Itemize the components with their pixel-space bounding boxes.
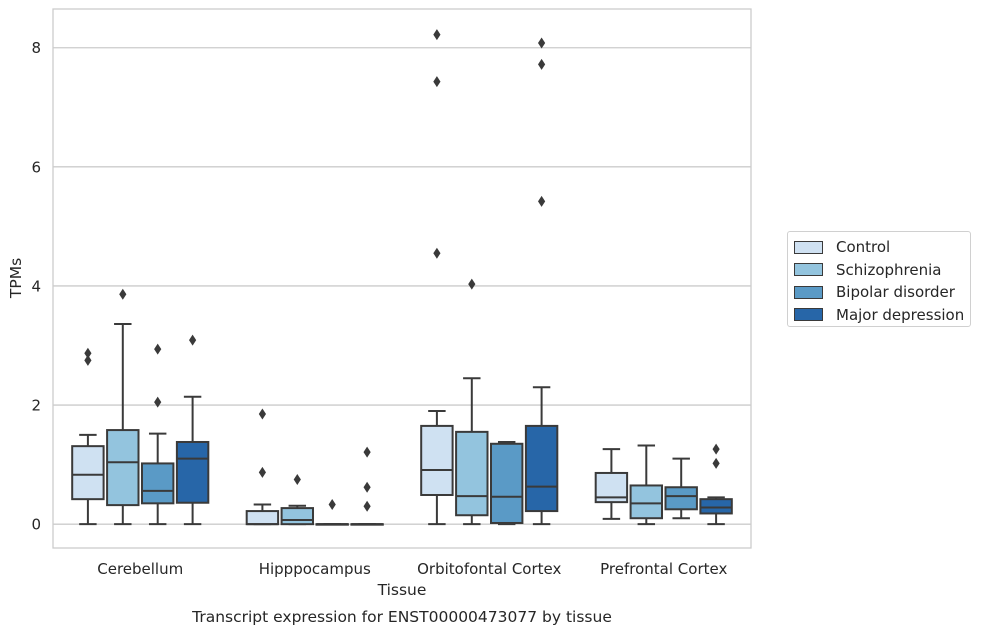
outlier-point [154,343,162,355]
legend-swatch-schizophrenia [794,263,823,277]
outlier-point [84,347,92,359]
box-3-0 [594,448,629,520]
box-body [455,430,489,517]
y-tick-label: 8 [31,39,41,57]
outlier-point [363,500,371,512]
box-body [280,507,315,526]
y-tick-label: 4 [31,277,41,295]
outlier-point [712,443,720,455]
box-0-3 [175,334,210,526]
box-body [106,429,140,507]
y-tick-label: 0 [31,516,41,534]
y-tick-labels: 0 2 4 6 8 [31,39,41,533]
legend-item-control: Control [794,236,970,259]
box-2-3 [524,37,559,526]
box-2-1 [455,278,489,526]
legend-swatch-major-depression [794,308,823,322]
outlier-point [433,76,441,88]
x-tick-label: Cerebellum [97,560,183,578]
box-0-0 [71,347,105,526]
x-tick-label: Prefrontal Cortex [600,560,727,578]
legend-item-major-depression: Major depression [794,304,970,327]
outlier-point [433,29,441,41]
outlier-point [258,466,266,478]
outlier-point [363,481,371,493]
y-axis-label: TPMs [7,258,25,299]
x-axis-label: Tissue [377,581,427,599]
box-body [420,424,454,496]
box-body [664,486,698,511]
outlier-point [538,58,546,70]
box-1-1 [280,474,315,526]
legend-swatch-bipolar-disorder [794,285,823,299]
outlier-point [538,195,546,207]
outlier-point [363,446,371,458]
x-tick-labels: Cerebellum Hipppocampus Orbitofontal Corte… [97,560,727,578]
outlier-point [154,396,162,408]
outlier-point [538,37,546,49]
box-0-1 [106,288,140,526]
y-tick-label: 2 [31,397,41,415]
legend-label-schizophrenia: Schizophrenia [836,260,942,279]
box-body [140,462,175,505]
box-0-2 [140,343,175,526]
legend-label-control: Control [836,238,891,257]
outlier-point [293,474,301,486]
legend-item-schizophrenia: Schizophrenia [794,259,970,282]
legend: Control Schizophrenia Bipolar disorder M… [787,231,971,327]
legend-label-bipolar-disorder: Bipolar disorder [836,283,955,302]
outlier-point [433,247,441,259]
chart-title: Transcript expression for ENST0000047307… [191,608,612,626]
legend-swatch-control [794,240,823,254]
legend-label-major-depression: Major depression [836,305,965,324]
x-tick-label: Orbitofontal Cortex [417,560,561,578]
box-body [629,484,664,520]
box-2-2 [489,440,524,526]
box-2-0 [420,29,454,526]
box-body [489,442,524,524]
box-1-2 [315,499,349,526]
box-3-3 [699,443,733,526]
box-3-1 [629,444,664,526]
outlier-point [119,288,127,300]
box-3-2 [664,457,698,520]
y-tick-label: 6 [31,158,41,176]
box-1-0 [245,408,280,526]
box-body [175,440,210,504]
x-tick-label: Hipppocampus [259,560,371,578]
outlier-point [712,457,720,469]
box-body [71,445,105,501]
box-body [524,424,559,513]
outlier-point [468,278,476,290]
plot-area [52,8,752,549]
outlier-point [84,354,92,366]
gridlines [53,47,751,525]
box-body [699,498,733,515]
box-body [245,510,280,526]
outlier-point [189,334,197,346]
box-groups [71,29,733,526]
outlier-point [258,408,266,420]
box-1-3 [350,446,384,526]
legend-item-bipolar-disorder: Bipolar disorder [794,281,970,304]
outlier-point [328,499,336,511]
